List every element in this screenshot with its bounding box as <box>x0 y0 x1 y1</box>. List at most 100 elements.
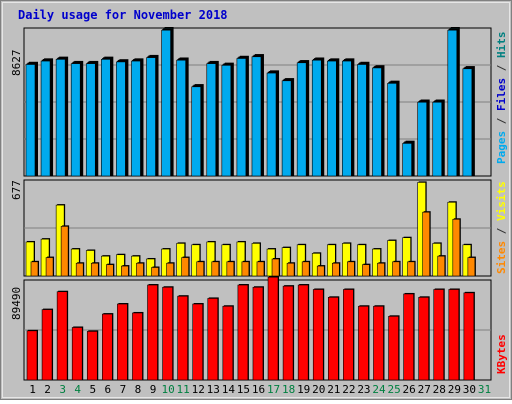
bar-pages-day-12 <box>191 86 202 177</box>
x-tick-label: 11 <box>177 383 190 396</box>
x-tick-label: 3 <box>59 383 66 396</box>
bar-visits-day-16 <box>251 243 261 277</box>
bar-sites-day-16 <box>256 261 265 277</box>
bar-pages-day-29 <box>447 29 458 177</box>
bar-kbytes-day-5 <box>86 331 98 381</box>
x-tick-label: 1 <box>29 383 36 396</box>
bar-kbytes-day-23 <box>358 305 369 381</box>
bar-pages-day-18 <box>281 80 292 177</box>
bar-pages-day-17 <box>266 72 277 177</box>
bar-pages-day-26 <box>402 143 412 177</box>
x-tick-label: 2 <box>44 383 51 396</box>
bar-sites-day-5 <box>90 262 99 277</box>
bar-kbytes-day-8 <box>132 312 143 381</box>
x-tick-label: 13 <box>207 383 220 396</box>
bar-sites-day-24 <box>377 262 385 277</box>
bar-pages-day-16 <box>251 56 262 177</box>
bar-pages-day-22 <box>342 60 352 177</box>
bar-kbytes-day-3 <box>56 291 68 381</box>
bar-kbytes-day-22 <box>343 289 354 381</box>
legend-segment: Sites <box>495 241 508 274</box>
x-tick-label: 14 <box>222 383 236 396</box>
x-tick-label: 20 <box>312 383 325 396</box>
x-tick-label: 28 <box>433 383 446 396</box>
bar-pages-day-6 <box>101 59 111 177</box>
bar-sites-day-7 <box>121 265 129 277</box>
bar-pages-day-25 <box>387 83 397 177</box>
bar-kbytes-day-19 <box>297 284 309 381</box>
bar-pages-day-14 <box>221 65 232 177</box>
x-tick-label: 30 <box>463 383 476 396</box>
legend-segment: / <box>495 111 508 131</box>
bar-visits-day-20 <box>311 253 321 277</box>
bar-sites-day-21 <box>331 262 340 277</box>
bar-sites-day-4 <box>75 262 84 277</box>
x-tick-label: 17 <box>267 383 280 396</box>
x-tick-label: 15 <box>237 383 250 396</box>
bar-sites-day-17 <box>271 258 280 277</box>
x-tick-label: 7 <box>120 383 127 396</box>
x-tick-label: 24 <box>372 383 386 396</box>
bar-visits-day-26 <box>402 237 411 277</box>
bar-pages-day-11 <box>176 59 186 177</box>
bar-kbytes-day-7 <box>117 303 128 381</box>
bar-pages-day-3 <box>55 59 66 177</box>
bar-kbytes-day-9 <box>147 284 158 381</box>
bar-sites-day-19 <box>301 261 310 277</box>
bar-kbytes-day-2 <box>41 309 53 381</box>
bar-sites-day-13 <box>211 261 220 277</box>
bottom-ymax-label: 89490 <box>10 287 23 320</box>
x-tick-label: 21 <box>327 383 340 396</box>
bar-pages-day-10 <box>161 29 171 177</box>
bar-kbytes-day-26 <box>403 293 414 381</box>
bar-visits-day-18 <box>281 247 291 277</box>
bar-sites-day-30 <box>467 257 476 277</box>
bar-visits-day-15 <box>236 241 246 277</box>
x-tick-label: 4 <box>74 383 81 396</box>
bar-kbytes-day-28 <box>433 289 445 381</box>
bar-pages-day-7 <box>116 61 126 177</box>
x-tick-label: 6 <box>105 383 112 396</box>
bar-visits-day-23 <box>357 244 366 277</box>
bar-kbytes-day-1 <box>26 330 38 381</box>
x-axis-labels: 1 2 3 4 5 6 7 8 9 10 11 12 13 14 15 16 17 18 19 20 21 22 23 24 2… <box>29 383 491 396</box>
bar-visits-day-21 <box>326 244 336 277</box>
x-tick-label: 12 <box>192 383 205 396</box>
x-tick-label: 26 <box>403 383 416 396</box>
x-tick-label: 8 <box>135 383 142 396</box>
x-tick-label: 29 <box>448 383 461 396</box>
bar-sites-day-2 <box>45 257 54 277</box>
bar-pages-day-2 <box>40 60 51 177</box>
x-tick-label: 9 <box>150 383 157 396</box>
bar-pages-day-28 <box>432 101 443 177</box>
bar-visits-day-12 <box>191 244 201 277</box>
bar-kbytes-day-24 <box>373 305 384 381</box>
bar-kbytes-day-13 <box>207 298 219 381</box>
bar-sites-day-8 <box>136 262 144 277</box>
legend-segment: / <box>495 58 508 78</box>
bar-kbytes-day-21 <box>327 297 339 381</box>
x-tick-label: 22 <box>342 383 355 396</box>
legend-segment: Pages <box>495 131 508 164</box>
x-tick-label: 23 <box>357 383 370 396</box>
bar-kbytes-day-17 <box>267 276 279 381</box>
bar-sites-day-11 <box>181 257 189 277</box>
bar-pages-day-30 <box>462 68 473 177</box>
legend-segment: KBytes <box>495 334 508 374</box>
x-tick-label: 27 <box>418 383 431 396</box>
bar-sites-day-26 <box>407 261 415 277</box>
bar-kbytes-day-16 <box>252 286 264 381</box>
bar-sites-day-25 <box>392 261 400 277</box>
middle-ymax-label: 677 <box>10 180 23 200</box>
top-ymax-label: 8627 <box>10 50 23 77</box>
bar-sites-day-9 <box>151 267 159 277</box>
bar-pages-day-15 <box>236 58 247 177</box>
bar-pages-day-19 <box>296 62 307 177</box>
bar-pages-day-20 <box>311 59 322 177</box>
x-tick-label: 31 <box>478 383 491 396</box>
bar-kbytes-day-14 <box>222 305 234 381</box>
bar-kbytes-day-12 <box>192 303 204 381</box>
legend-segment: Files <box>495 78 508 111</box>
bar-kbytes-day-27 <box>418 297 429 381</box>
